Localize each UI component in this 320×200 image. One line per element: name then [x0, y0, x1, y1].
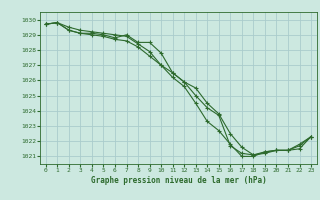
X-axis label: Graphe pression niveau de la mer (hPa): Graphe pression niveau de la mer (hPa)	[91, 176, 266, 185]
